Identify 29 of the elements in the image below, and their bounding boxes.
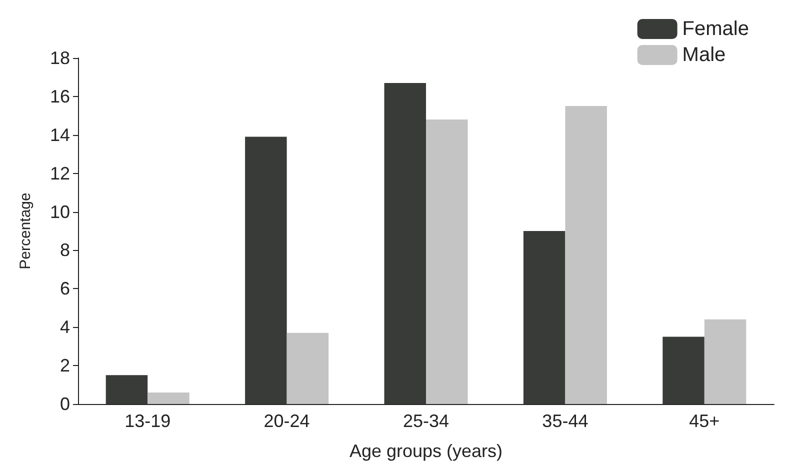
y-tick-label: 6 xyxy=(60,278,70,299)
y-tick-label: 10 xyxy=(50,202,70,222)
y-tick-label: 0 xyxy=(60,394,70,414)
y-tick-label: 18 xyxy=(50,48,70,68)
legend-label: Male xyxy=(682,44,726,66)
bar xyxy=(523,231,566,404)
x-tick-label: 35-44 xyxy=(542,411,588,431)
x-tick-label: 25-34 xyxy=(402,411,450,431)
bar xyxy=(704,319,746,404)
y-tick-label: 2 xyxy=(60,356,70,376)
y-tick-label: 8 xyxy=(60,240,70,260)
x-tick-label: 13-19 xyxy=(124,411,171,431)
y-tick-label: 12 xyxy=(50,163,70,184)
y-tick-label: 16 xyxy=(50,86,70,106)
bar xyxy=(245,136,287,404)
y-tick-label: 4 xyxy=(60,317,70,338)
y-axis-title: Percentage xyxy=(17,192,34,270)
bar xyxy=(662,336,704,404)
bar xyxy=(148,392,190,404)
bar xyxy=(426,120,468,404)
bar xyxy=(286,332,329,404)
x-tick-label: 45+ xyxy=(689,411,720,431)
bar xyxy=(565,106,607,404)
y-tick-label: 14 xyxy=(50,124,70,145)
x-axis-title: Age groups (years) xyxy=(349,441,503,461)
bar xyxy=(384,82,426,404)
legend-label: Female xyxy=(682,18,750,40)
x-tick-label: 20-24 xyxy=(264,411,310,431)
bar xyxy=(106,375,148,404)
